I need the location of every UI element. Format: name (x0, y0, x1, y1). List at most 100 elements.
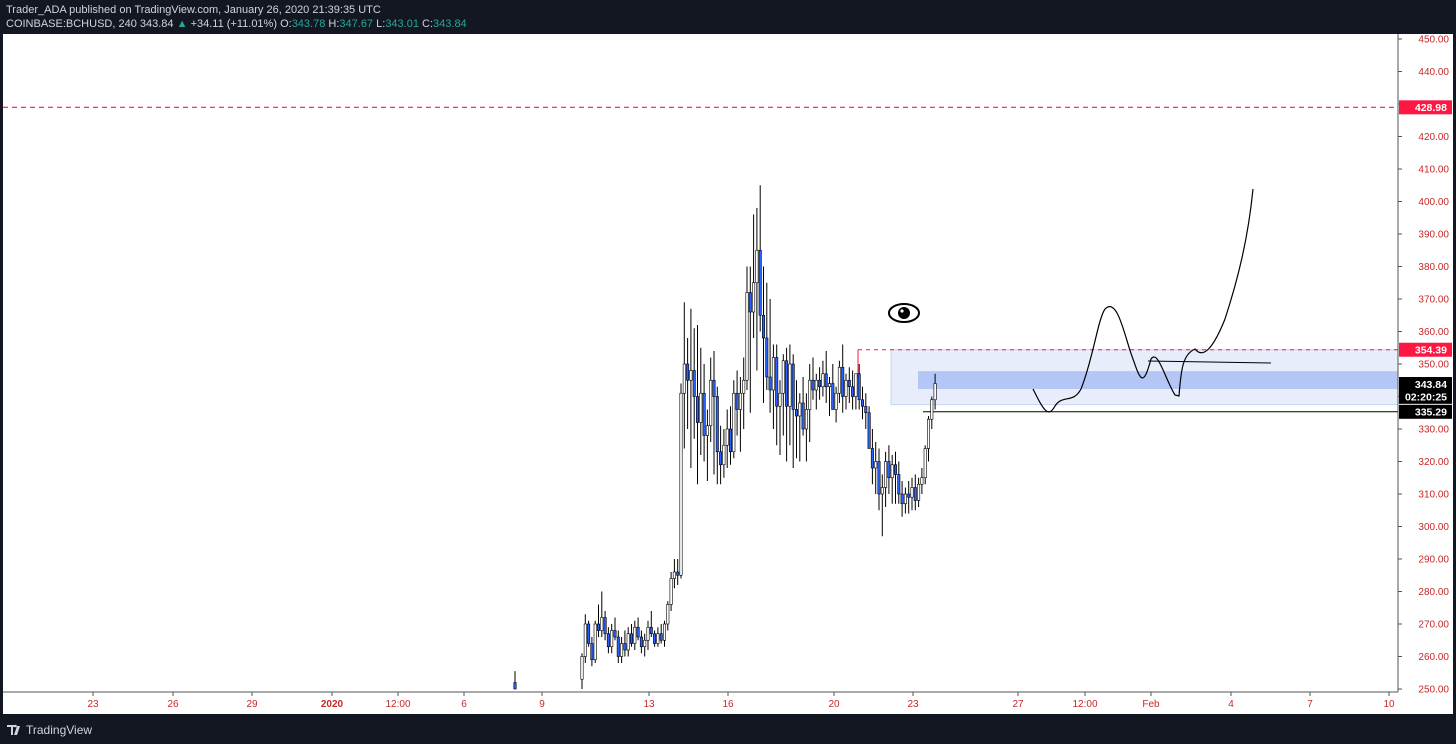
open-value: 343.78 (291, 18, 326, 30)
candle-body (913, 487, 917, 501)
time-tick-label: 12:00 (385, 699, 410, 710)
chart-area[interactable]: 250.00 260.00 270.00 280.00 290.00 300.00 310.… (3, 34, 1453, 714)
price-label-text: 02:20:25 (1405, 392, 1447, 404)
candle-body (662, 623, 666, 641)
candle-body (590, 643, 594, 661)
candle (738, 377, 742, 452)
candle (758, 185, 762, 332)
candle-body (752, 282, 756, 313)
candle-body (613, 630, 617, 638)
price-change: +34.11 (+11.01%) (190, 18, 277, 30)
candle (893, 451, 897, 504)
candle (656, 627, 660, 647)
candle-body (920, 477, 924, 485)
candle (851, 370, 855, 410)
price-tick-label: 380.00 (1418, 262, 1449, 273)
horizontal-levels (3, 106, 1398, 413)
candle-body (860, 399, 864, 407)
candle-body (620, 643, 624, 657)
candle (590, 637, 594, 667)
candle-body (824, 373, 828, 388)
candle-body (900, 493, 904, 505)
candle (709, 357, 713, 442)
candle-body (676, 571, 680, 576)
candle (761, 266, 765, 403)
candle-body (903, 493, 907, 505)
price-tick-label: 280.00 (1418, 587, 1449, 598)
high-label: H: (328, 18, 340, 30)
candle (682, 302, 686, 449)
candle (907, 481, 911, 514)
candle (930, 396, 934, 429)
price-axis[interactable]: 250.00 260.00 270.00 280.00 290.00 300.00 310.… (1397, 34, 1449, 696)
candle-body (821, 373, 825, 388)
candle-body (761, 314, 765, 339)
candle (620, 637, 624, 663)
candle-body (897, 474, 901, 495)
candle (712, 351, 716, 475)
price-chart[interactable]: 250.00 260.00 270.00 280.00 290.00 300.00 310.… (3, 34, 1453, 714)
price-tick-label: 370.00 (1418, 295, 1449, 306)
time-axis[interactable]: 23 26 29 2020 12:00 6 9 13 16 20 23 27 12:00 Feb 4 7 10 (3, 691, 1398, 710)
candle (926, 416, 930, 462)
candle-body (768, 376, 772, 391)
price-tick-label: 420.00 (1418, 132, 1449, 143)
candle (808, 364, 812, 442)
price-tick-label: 250.00 (1418, 685, 1449, 696)
candle (666, 601, 670, 631)
ohlc-legend: COINBASE:BCHUSD, 240 343.84 ▲ +34.11 (+1… (6, 18, 467, 30)
candle (765, 282, 769, 390)
candle-body (775, 357, 779, 407)
price-tick-label: 290.00 (1418, 555, 1449, 566)
candle-body (788, 363, 792, 407)
candle (794, 380, 798, 459)
candle (610, 624, 614, 654)
candle (821, 360, 825, 397)
candle (593, 620, 597, 663)
price-label-text: 354.39 (1415, 345, 1447, 357)
candle (662, 620, 666, 647)
candle-body (874, 461, 878, 469)
candle-body (867, 412, 871, 449)
candle-body (639, 636, 643, 648)
candle (742, 357, 746, 429)
projection-drawing (888, 188, 1272, 413)
candle (844, 373, 848, 410)
candle-body (623, 643, 627, 651)
candle-body (930, 399, 934, 420)
candle-body (603, 617, 607, 635)
candle (679, 383, 683, 579)
zone-inner (918, 371, 1398, 390)
candle-body (798, 402, 802, 417)
candle-body (854, 373, 858, 397)
low-label: L: (376, 18, 386, 30)
candle-body (811, 379, 815, 391)
candle-body (728, 428, 732, 453)
candle-body (834, 392, 838, 410)
candle (870, 429, 874, 485)
candle (596, 604, 600, 637)
time-tick-label: 12:00 (1072, 699, 1097, 710)
price-tick-label: 310.00 (1418, 490, 1449, 501)
candle-body (616, 636, 620, 657)
candle-body (666, 604, 670, 625)
tradingview-logo-icon[interactable] (6, 722, 22, 736)
candle (616, 630, 620, 663)
candle (626, 627, 630, 657)
candle (646, 620, 650, 650)
candle (771, 344, 775, 429)
candle-body (837, 366, 841, 394)
price-label: 02:20:25 (1399, 389, 1452, 404)
candle (629, 624, 633, 647)
candle-body (841, 366, 845, 397)
symbol-label[interactable]: COINBASE:BCHUSD, 240 (6, 18, 137, 30)
time-tick-label: 4 (1228, 699, 1234, 710)
candle-body (649, 626, 653, 635)
candle-body (633, 626, 637, 644)
candle (887, 445, 891, 494)
brand-name[interactable]: TradingView (26, 723, 93, 737)
candle (580, 653, 584, 689)
candle (811, 357, 815, 400)
candle (695, 325, 699, 485)
candle (801, 377, 805, 436)
